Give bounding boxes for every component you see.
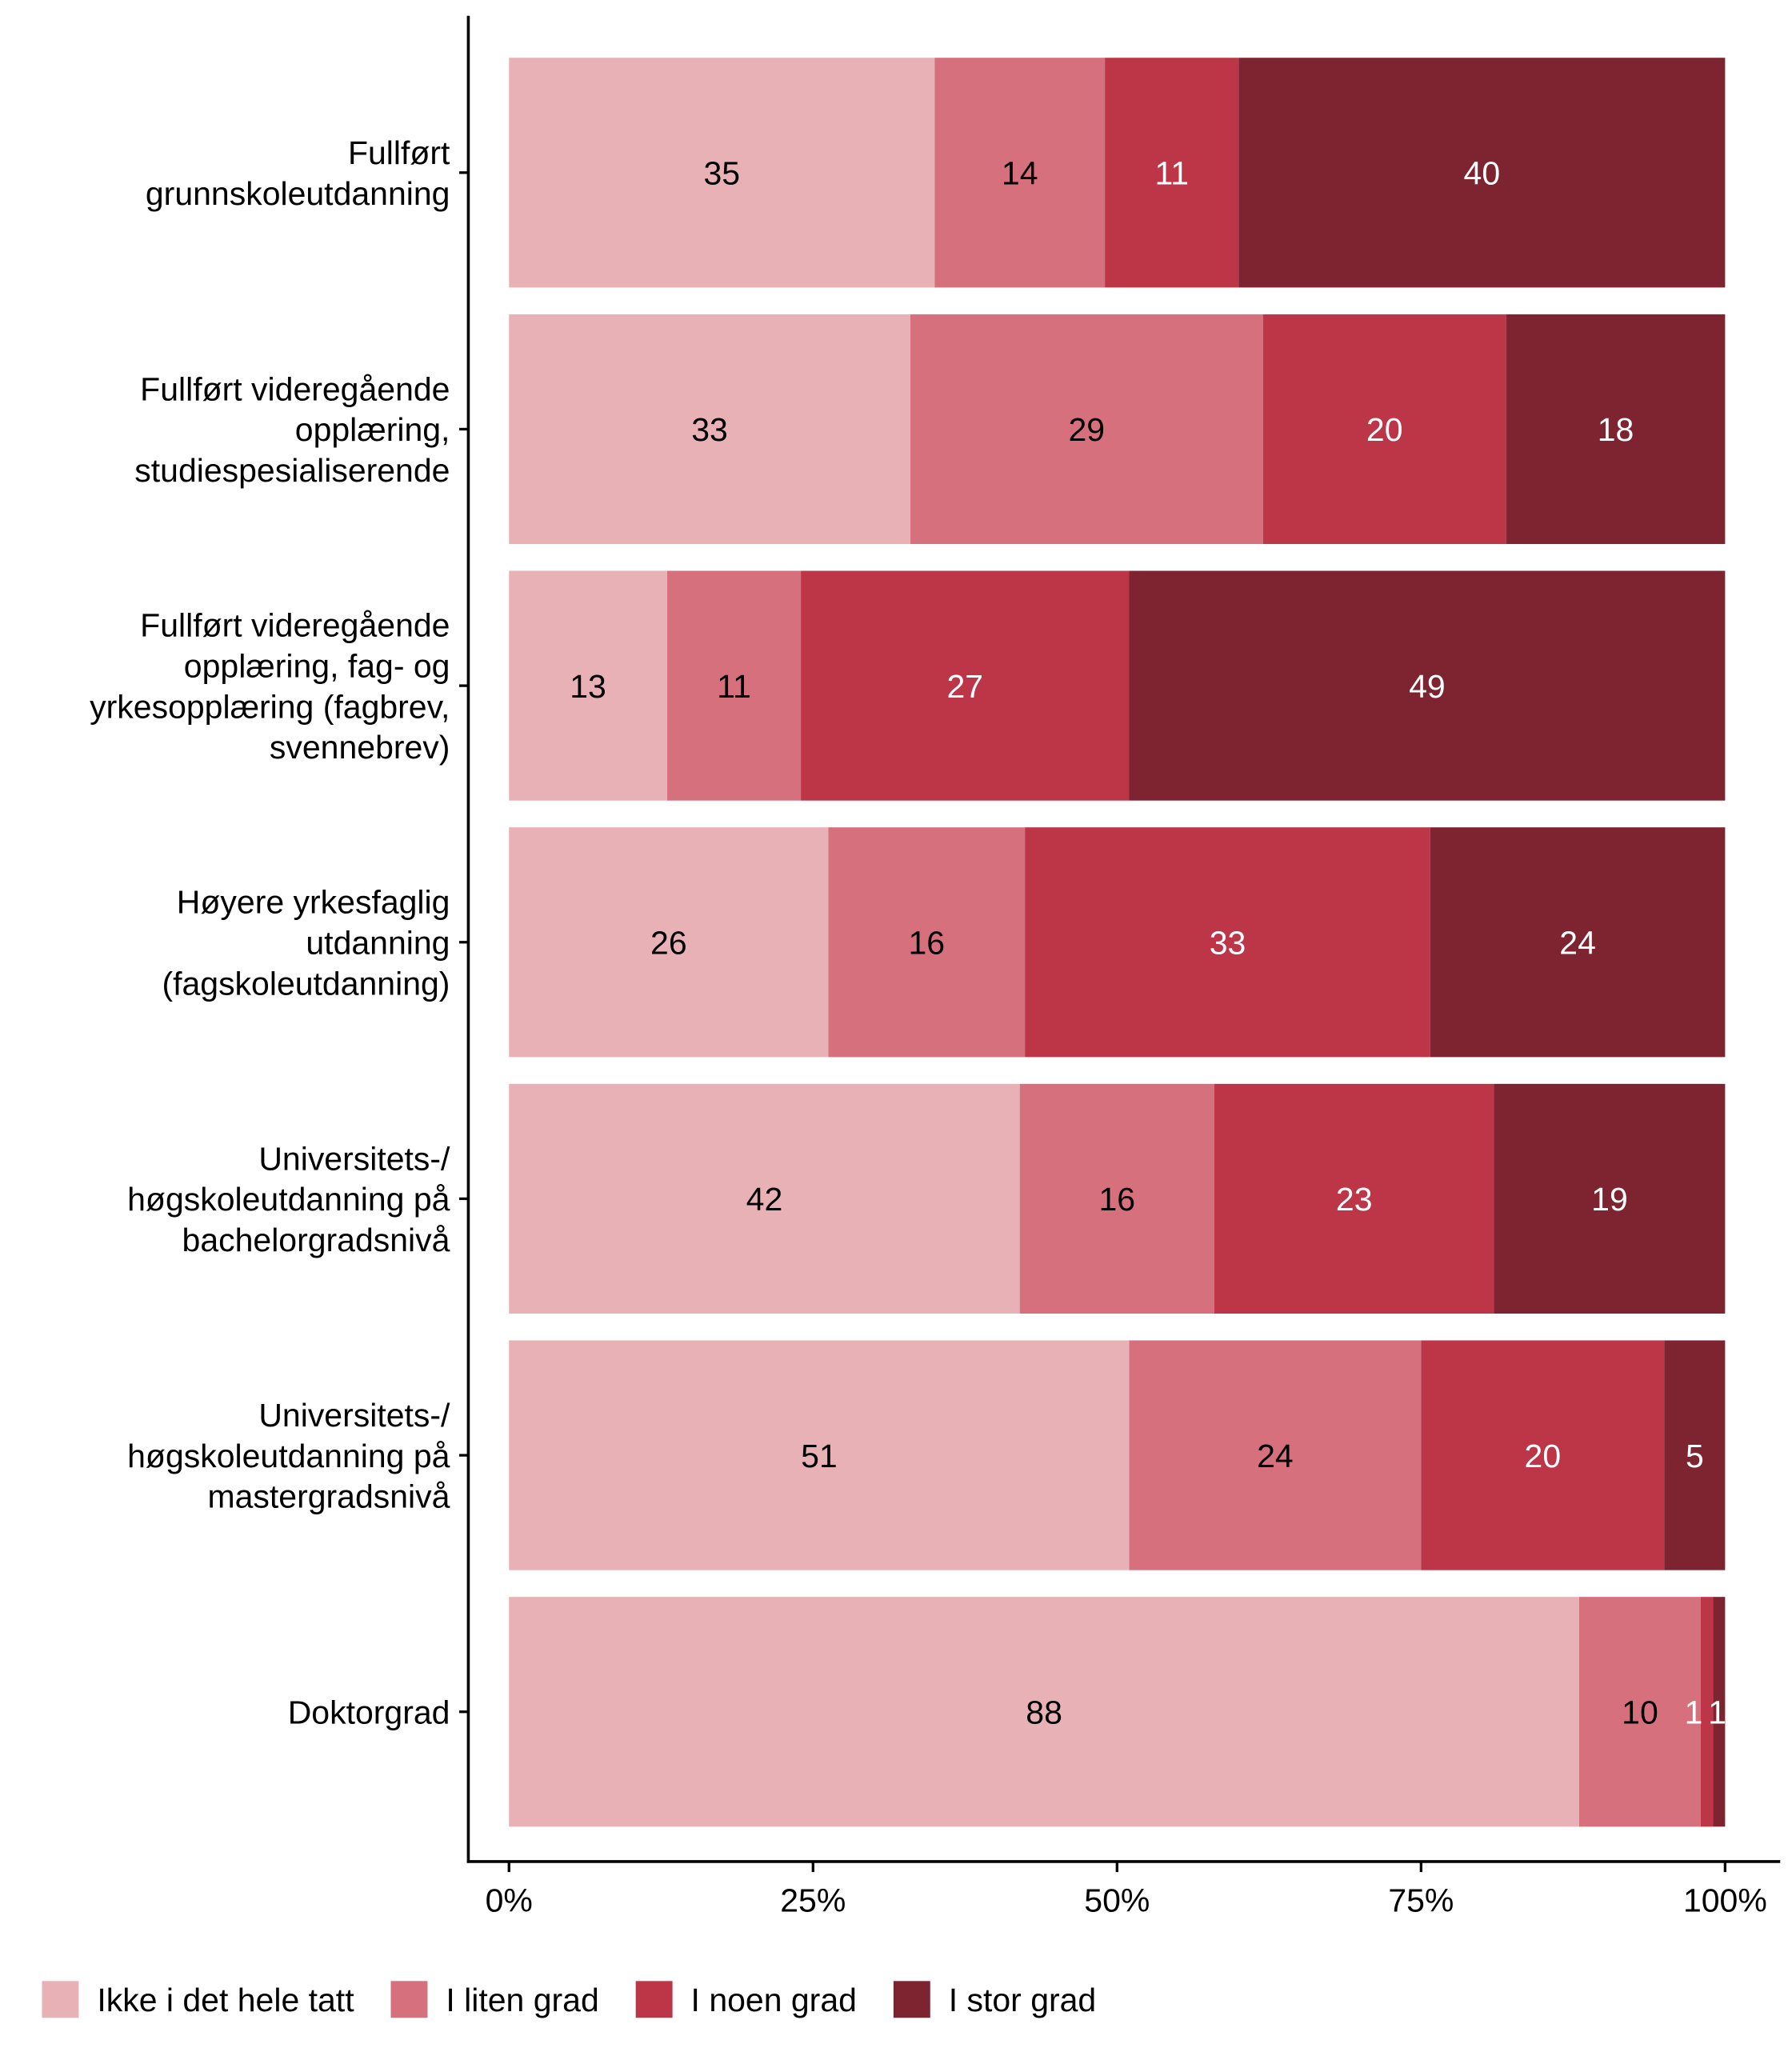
bar-segment — [509, 1340, 1130, 1570]
data-label: 33 — [691, 411, 728, 448]
data-label: 1 — [1708, 1694, 1726, 1730]
bar-segment — [801, 570, 1130, 801]
bar-segment — [1506, 314, 1726, 545]
category-label: opplæring, — [295, 411, 450, 448]
bar-segment — [1494, 1083, 1726, 1314]
legend-label: I noen grad — [691, 1982, 857, 2018]
x-tick-label: 100% — [1683, 1882, 1767, 1918]
data-label: 11 — [717, 668, 751, 705]
legend-label: Ikke i det hele tatt — [97, 1982, 354, 2018]
x-axis-ticks: 0% 25% 50% 75% 100% — [486, 1861, 1767, 1918]
data-label: 20 — [1525, 1438, 1562, 1474]
bar-segment — [1664, 1340, 1726, 1570]
bar-segment — [1262, 314, 1506, 545]
data-label: 40 — [1464, 155, 1501, 192]
category-label: Universitets-/ — [258, 1397, 450, 1434]
data-label: 88 — [1026, 1694, 1062, 1730]
legend-label: I stor grad — [949, 1982, 1097, 2018]
y-axis-labels: Fullført grunnskoleutdanning Fullført vide… — [90, 134, 469, 1731]
data-label: 1 — [1685, 1694, 1703, 1730]
category-label: Fullført videregående — [140, 370, 450, 407]
legend-swatch — [42, 1981, 79, 2018]
data-label: 5 — [1686, 1438, 1704, 1474]
category-label: opplæring, fag- og — [184, 647, 450, 684]
data-label: 16 — [909, 925, 946, 962]
bar-segment — [1129, 570, 1726, 801]
bar-segment — [1578, 1597, 1701, 1827]
data-label: 18 — [1598, 411, 1634, 448]
bar-segment — [509, 827, 829, 1058]
category-label: grunnskoleutdanning — [146, 175, 450, 212]
bar-segment — [1421, 1340, 1665, 1570]
data-label: 13 — [570, 668, 606, 705]
bar-segment — [1214, 1083, 1494, 1314]
data-label: 23 — [1336, 1181, 1373, 1218]
x-tick-label: 75% — [1388, 1882, 1454, 1918]
legend-swatch — [390, 1981, 428, 2018]
data-label: 14 — [1002, 155, 1038, 192]
bar-segment — [509, 314, 910, 545]
bar-segment — [1019, 1083, 1214, 1314]
legend-swatch — [635, 1981, 673, 2018]
data-label: 16 — [1099, 1181, 1136, 1218]
data-label: 10 — [1622, 1694, 1658, 1730]
data-label: 27 — [946, 668, 983, 705]
x-tick-label: 0% — [486, 1882, 533, 1918]
bar-segment — [1713, 1597, 1726, 1827]
bar-segment — [1238, 58, 1726, 288]
bar-segment — [509, 1083, 1020, 1314]
legend: Ikke i det hele tatt I liten grad I noen g… — [42, 1981, 1096, 2018]
bar-segment — [1430, 827, 1726, 1058]
category-label: Fullført — [348, 134, 450, 171]
category-label: Høyere yrkesfaglig — [177, 884, 450, 921]
bar-segment — [666, 570, 802, 801]
data-label: 42 — [746, 1181, 783, 1218]
category-label: høgskoleutdanning på — [127, 1438, 450, 1474]
category-label: Universitets-/ — [258, 1140, 450, 1177]
bar-segment — [910, 314, 1263, 545]
data-label: 19 — [1591, 1181, 1628, 1218]
data-label: 24 — [1257, 1438, 1294, 1474]
category-label: høgskoleutdanning på — [127, 1181, 450, 1218]
bar-segment — [1025, 827, 1430, 1058]
category-label: svennebrev) — [270, 729, 450, 766]
bar-segment — [934, 58, 1106, 288]
x-tick-label: 50% — [1084, 1882, 1150, 1918]
category-label: Doktorgrad — [288, 1694, 450, 1730]
bar-segment — [509, 58, 935, 288]
data-label: 20 — [1366, 411, 1403, 448]
bars-layer: 35 14 11 40 33 29 20 18 13 11 27 49 26 16 33 24 42 16 23 19… — [509, 58, 1726, 1827]
data-label: 35 — [703, 155, 740, 192]
category-label: studiespesialiserende — [134, 452, 450, 489]
data-label: 33 — [1210, 925, 1246, 962]
data-label: 51 — [801, 1438, 838, 1474]
data-label: 29 — [1069, 411, 1106, 448]
category-label: yrkesopplæring (fagbrev, — [90, 688, 450, 725]
category-label: utdanning — [306, 925, 450, 962]
data-label: 24 — [1559, 925, 1596, 962]
bar-segment — [1129, 1340, 1422, 1570]
data-label: 49 — [1409, 668, 1446, 705]
bar-segment — [1105, 58, 1239, 288]
legend-swatch — [893, 1981, 930, 2018]
category-label: bachelorgradsnivå — [182, 1222, 450, 1258]
data-label: 11 — [1154, 155, 1189, 192]
x-tick-label: 25% — [780, 1882, 846, 1918]
legend-label: I liten grad — [446, 1982, 598, 2018]
category-label: Fullført videregående — [140, 607, 450, 644]
category-label: mastergradsnivå — [207, 1478, 450, 1515]
bar-segment — [828, 827, 1026, 1058]
bar-segment — [509, 570, 667, 801]
bar-segment — [509, 1597, 1579, 1827]
category-label: (fagskoleutdanning) — [162, 965, 450, 1002]
data-label: 26 — [650, 925, 687, 962]
bar-segment — [1700, 1597, 1714, 1827]
